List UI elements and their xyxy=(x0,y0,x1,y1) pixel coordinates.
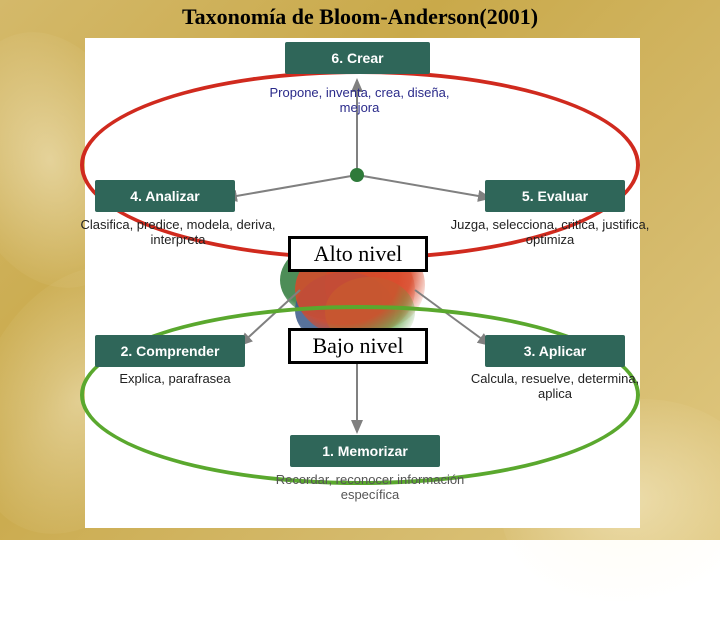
node-crear: 6. Crear xyxy=(285,42,430,74)
node-memorizar: 1. Memorizar xyxy=(290,435,440,467)
desc-comprender: Explica, parafrasea xyxy=(95,372,255,387)
bajo-nivel-label: Bajo nivel xyxy=(288,328,428,364)
node-label: 5. Evaluar xyxy=(522,188,588,204)
desc-analizar: Clasifica, predice, modela, deriva, inte… xyxy=(78,218,278,248)
desc-evaluar: Juzga, selecciona, critica, justifica, o… xyxy=(450,218,650,248)
node-label: 3. Aplicar xyxy=(524,343,587,359)
desc-memorizar: Recordar, reconocer información específi… xyxy=(270,473,470,503)
desc-crear: Propone, inventa, crea, diseña, mejora xyxy=(262,86,457,116)
page-root: Taxonomía de Bloom-Anderson(2001) 6. Cre… xyxy=(0,0,720,540)
node-comprender: 2. Comprender xyxy=(95,335,245,367)
node-label: 6. Crear xyxy=(331,50,383,66)
node-label: 2. Comprender xyxy=(121,343,220,359)
alto-nivel-label: Alto nivel xyxy=(288,236,428,272)
page-title: Taxonomía de Bloom-Anderson(2001) xyxy=(0,4,720,30)
node-label: 4. Analizar xyxy=(130,188,200,204)
node-label: 1. Memorizar xyxy=(322,443,408,459)
node-evaluar: 5. Evaluar xyxy=(485,180,625,212)
node-analizar: 4. Analizar xyxy=(95,180,235,212)
desc-aplicar: Calcula, resuelve, determina, aplica xyxy=(470,372,640,402)
node-aplicar: 3. Aplicar xyxy=(485,335,625,367)
